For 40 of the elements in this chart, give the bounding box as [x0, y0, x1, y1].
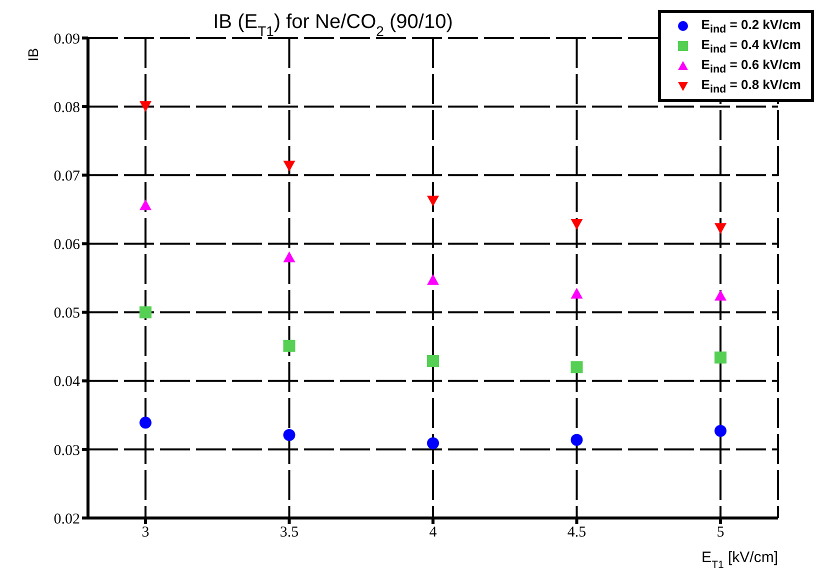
point [427, 437, 439, 450]
point [714, 223, 726, 234]
x-tick-label: 4 [429, 524, 438, 541]
x-tick-label: 5 [716, 524, 724, 541]
x-axis-title: E$_{T1}$ [kV/cm] [702, 549, 778, 571]
point [427, 196, 439, 207]
y-tick-label: 0.07 [54, 168, 80, 184]
x-tick-label: 3 [142, 524, 150, 541]
legend-label: E$_{ind}$ = 0.8 kV/cm [701, 76, 801, 96]
point [283, 429, 296, 442]
point [283, 160, 296, 172]
point [140, 101, 152, 112]
y-tick-label: 0.05 [54, 306, 80, 322]
y-axis-title: IB [25, 48, 41, 62]
point [140, 199, 152, 210]
point [714, 424, 726, 437]
point [283, 251, 296, 262]
y-tick-label: 0.08 [54, 100, 80, 116]
point [570, 361, 583, 374]
y-tick-label: 0.04 [54, 374, 80, 390]
legend-label: E$_{ind}$ = 0.6 kV/cm [701, 56, 801, 76]
point [570, 219, 583, 230]
point [427, 274, 439, 285]
point [570, 434, 583, 446]
point [283, 340, 296, 352]
point [427, 354, 439, 367]
y-tick-label: 0.09 [54, 31, 80, 48]
chart-title: IB (E$_{T1}$) for Ne/CO$_{2}$ (90/10) [213, 11, 453, 39]
y-tick-label: 0.06 [54, 237, 80, 254]
legend-label: E$_{ind}$ = 0.4 kV/cm [701, 36, 801, 56]
point [570, 288, 583, 299]
point [140, 416, 152, 429]
point [714, 352, 726, 364]
y-tick-label: 0.03 [54, 442, 80, 459]
legend-label: E$_{ind}$ = 0.2 kV/cm [701, 16, 801, 36]
x-tick-label: 4.5 [567, 524, 586, 541]
point [140, 306, 152, 318]
x-tick-label: 3.5 [280, 524, 299, 541]
point [714, 290, 726, 301]
y-tick-label: 0.02 [54, 511, 80, 528]
